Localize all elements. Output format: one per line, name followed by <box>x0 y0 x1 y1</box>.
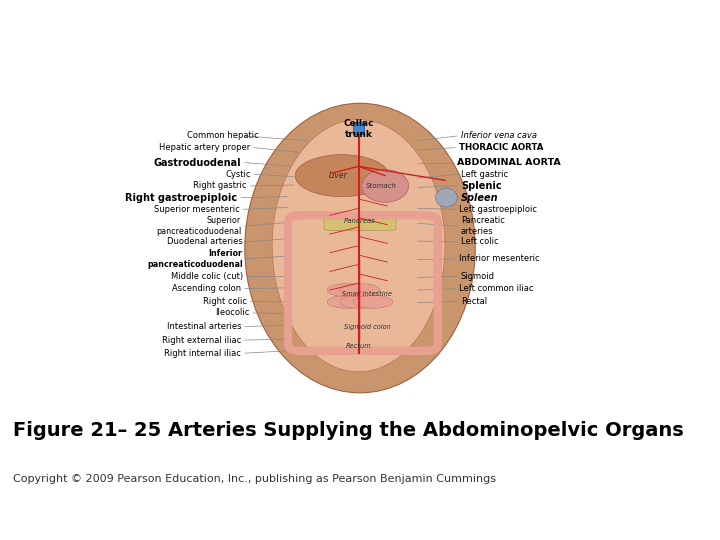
Text: Figure 21– 25 Arteries Supplying the Abdominopelvic Organs: Figure 21– 25 Arteries Supplying the Abd… <box>13 421 684 440</box>
Text: Ascending colon: Ascending colon <box>172 284 241 293</box>
Text: Common hepatic: Common hepatic <box>187 131 259 140</box>
Text: Inferior mesenteric: Inferior mesenteric <box>459 254 539 264</box>
Text: Left common iliac: Left common iliac <box>459 284 533 293</box>
Text: Pancreatic
arteries: Pancreatic arteries <box>461 217 505 236</box>
Text: Duodenal arteries: Duodenal arteries <box>167 238 243 246</box>
Text: Middle colic (cut): Middle colic (cut) <box>171 272 243 281</box>
Ellipse shape <box>436 188 457 207</box>
Text: ABDOMINAL AORTA: ABDOMINAL AORTA <box>457 158 561 167</box>
FancyBboxPatch shape <box>324 215 396 231</box>
Text: Splenic: Splenic <box>461 181 501 191</box>
Text: Right gastric: Right gastric <box>194 181 247 191</box>
Text: Copyright © 2009 Pearson Education, Inc., publishing as Pearson Benjamin Cumming: Copyright © 2009 Pearson Education, Inc.… <box>13 474 496 484</box>
Text: Stomach: Stomach <box>366 183 397 189</box>
Text: Cystic: Cystic <box>225 170 251 179</box>
Text: Rectum: Rectum <box>346 343 372 349</box>
Text: THORACIC AORTA: THORACIC AORTA <box>459 143 543 152</box>
Text: Gastroduodenal: Gastroduodenal <box>153 158 241 167</box>
Ellipse shape <box>340 295 380 308</box>
Text: Right internal iliac: Right internal iliac <box>164 349 241 357</box>
Text: Hepatic artery proper: Hepatic artery proper <box>159 143 251 152</box>
Text: Rectal: Rectal <box>461 297 487 306</box>
Ellipse shape <box>272 119 445 372</box>
Text: Cellac
trunk: Cellac trunk <box>343 119 374 139</box>
Text: Sigmoid colon: Sigmoid colon <box>343 325 391 330</box>
Text: Left colic: Left colic <box>461 238 498 246</box>
Text: Inferior vena cava: Inferior vena cava <box>461 131 537 140</box>
Text: Left gastric: Left gastric <box>461 170 508 179</box>
Text: Sigmoid: Sigmoid <box>461 272 495 281</box>
Ellipse shape <box>295 154 389 197</box>
Text: Ileocolic: Ileocolic <box>215 308 250 318</box>
Ellipse shape <box>327 284 366 296</box>
Text: Left gastroepiploic: Left gastroepiploic <box>459 205 537 214</box>
Text: Superior
pancreaticoduodenal: Superior pancreaticoduodenal <box>156 217 241 236</box>
Text: Right external iliac: Right external iliac <box>162 335 241 345</box>
Ellipse shape <box>362 170 409 202</box>
Text: The Systemic Circuit: The Systemic Circuit <box>151 19 569 53</box>
Ellipse shape <box>327 295 366 308</box>
FancyBboxPatch shape <box>353 122 364 133</box>
Text: Inferior
pancreaticoduodenal: Inferior pancreaticoduodenal <box>147 249 243 268</box>
Text: Right colic: Right colic <box>203 297 247 306</box>
Ellipse shape <box>340 284 380 296</box>
Ellipse shape <box>245 103 475 393</box>
Text: Spleen: Spleen <box>461 193 498 202</box>
Text: Right gastroepiploic: Right gastroepiploic <box>125 193 238 202</box>
Ellipse shape <box>354 295 393 308</box>
Text: Small Intestine: Small Intestine <box>342 291 392 297</box>
Text: Intestinal arteries: Intestinal arteries <box>167 322 241 331</box>
Text: Liver: Liver <box>329 171 348 180</box>
Text: Pancreas: Pancreas <box>344 218 376 224</box>
Text: Superior mesenteric: Superior mesenteric <box>154 205 240 214</box>
